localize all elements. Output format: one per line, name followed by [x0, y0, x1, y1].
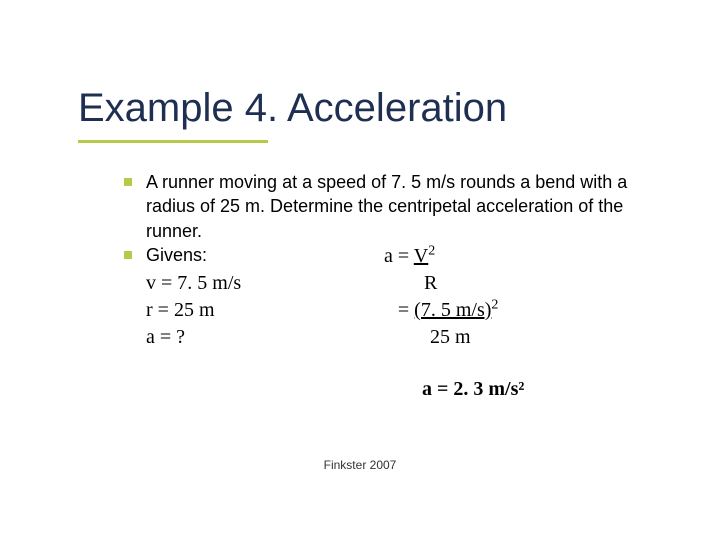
bullet-icon — [124, 178, 132, 186]
problem-text: A runner moving at a speed of 7. 5 m/s r… — [146, 170, 664, 243]
calc-exponent: 2 — [491, 297, 498, 312]
given-a: a = ? — [124, 324, 384, 351]
formula-exponent: 2 — [428, 243, 435, 258]
row-given3: a = ? 25 m — [124, 324, 664, 351]
calc-denominator: 25 m — [384, 324, 664, 351]
calc-eq: = — [398, 299, 414, 321]
givens-label: Givens: — [146, 243, 207, 267]
bullet-item-problem: A runner moving at a speed of 7. 5 m/s r… — [124, 170, 664, 243]
formula-numerator: V — [414, 245, 428, 267]
footer-text: Finkster 2007 — [0, 458, 720, 472]
title-underline — [78, 140, 268, 143]
calc-line1: a = (7. 5 m/s)2 — [384, 297, 664, 324]
formula-lhs: a = — [384, 245, 414, 267]
formula-denominator: R — [384, 270, 664, 297]
answer: a = 2. 3 m/s² — [422, 378, 524, 401]
given-v: v = 7. 5 m/s — [124, 270, 384, 297]
slide-title: Example 4. Acceleration — [78, 86, 507, 131]
slide-content: A runner moving at a speed of 7. 5 m/s r… — [124, 170, 664, 351]
row-given1: v = 7. 5 m/s R — [124, 270, 664, 297]
row-given2: r = 25 m a = (7. 5 m/s)2 — [124, 297, 664, 324]
calc-numerator: (7. 5 m/s) — [414, 299, 491, 321]
givens-row: Givens: a = V2 — [124, 243, 664, 270]
given-r: r = 25 m — [124, 297, 384, 324]
formula: a = V2 — [384, 243, 664, 270]
bullet-icon — [124, 251, 132, 259]
